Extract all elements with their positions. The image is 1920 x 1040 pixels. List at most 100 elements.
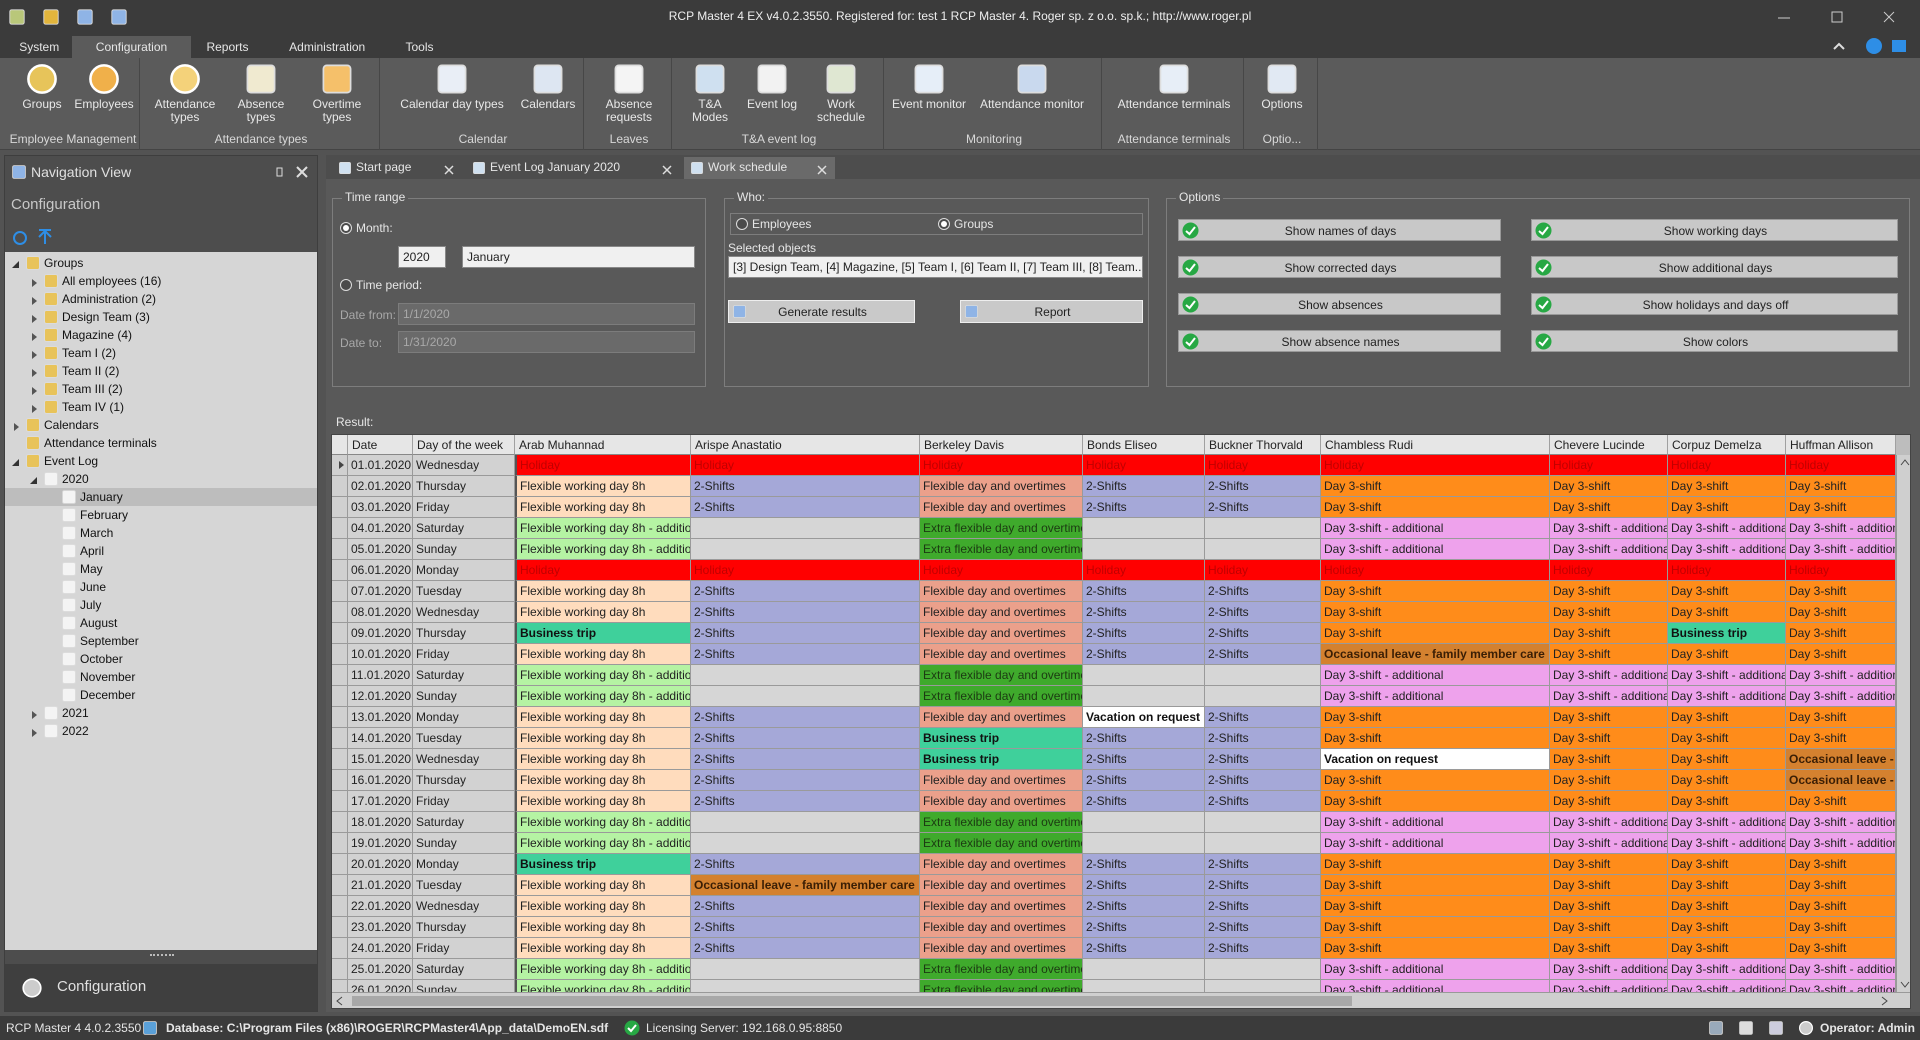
grid-cell[interactable]: Day 3-shift - additional xyxy=(1550,959,1668,980)
grid-cell[interactable]: 23.01.2020 xyxy=(348,917,413,938)
grid-cell[interactable] xyxy=(1205,959,1321,980)
grid-cell[interactable]: Flexible working day 8h xyxy=(515,497,691,518)
grid-cell[interactable] xyxy=(1205,686,1321,707)
grid-cell[interactable]: Flexible working day 8h xyxy=(515,896,691,917)
grid-cell[interactable]: Business trip xyxy=(920,728,1083,749)
grid-cell[interactable]: 2-Shifts xyxy=(691,602,920,623)
tree-item[interactable]: March xyxy=(5,524,317,542)
grid-cell[interactable]: Monday xyxy=(413,707,515,728)
grid-cell[interactable]: Day 3-shift xyxy=(1786,623,1896,644)
grid-cell[interactable]: 2-Shifts xyxy=(691,707,920,728)
grid-cell[interactable]: 2-Shifts xyxy=(1205,938,1321,959)
grid-cell[interactable]: 20.01.2020 xyxy=(348,854,413,875)
grid-cell[interactable]: 2-Shifts xyxy=(1205,623,1321,644)
grid-cell[interactable] xyxy=(691,833,920,854)
grid-cell[interactable] xyxy=(691,959,920,980)
ribbon-button[interactable]: T&A Modes xyxy=(679,60,741,130)
grid-cell[interactable]: Day 3-shift - additional xyxy=(1550,518,1668,539)
tree-item[interactable]: Calendars xyxy=(5,416,317,434)
grid-cell[interactable]: Day 3-shift xyxy=(1786,854,1896,875)
menu-tab[interactable]: Tools xyxy=(390,36,449,58)
grid-cell[interactable]: 2-Shifts xyxy=(691,896,920,917)
grid-cell[interactable]: Thursday xyxy=(413,770,515,791)
tree-item[interactable]: October xyxy=(5,650,317,668)
tree-item[interactable]: May xyxy=(5,560,317,578)
grid-cell[interactable]: Extra flexible day and overtimes xyxy=(920,833,1083,854)
tree-item[interactable]: Attendance terminals xyxy=(5,434,317,452)
ribbon-button[interactable]: Calendar day types xyxy=(387,60,517,130)
grid-cell[interactable]: Extra flexible day and overtimes xyxy=(920,686,1083,707)
grid-cell[interactable]: 2-Shifts xyxy=(1083,896,1205,917)
grid-cell[interactable]: Occasional leave - family member care xyxy=(691,875,920,896)
grid-cell[interactable]: Day 3-shift xyxy=(1550,854,1668,875)
grid-cell[interactable]: 2-Shifts xyxy=(1083,497,1205,518)
grid-cell[interactable]: Flexible working day 8h xyxy=(515,749,691,770)
ribbon-button[interactable]: Attendance monitor xyxy=(967,60,1097,130)
grid-cell[interactable]: Flexible working day 8h - additional xyxy=(515,518,691,539)
tree-item[interactable]: Design Team (3) xyxy=(5,308,317,326)
grid-cell[interactable]: Flexible day and overtimes xyxy=(920,917,1083,938)
grid-cell[interactable]: Day 3-shift xyxy=(1321,476,1550,497)
option-checkbox[interactable]: Show colors xyxy=(1531,330,1898,352)
selected-objects[interactable]: [3] Design Team, [4] Magazine, [5] Team … xyxy=(728,256,1143,278)
grid-cell[interactable]: Saturday xyxy=(413,518,515,539)
grid-cell[interactable]: Day 3-shift xyxy=(1550,896,1668,917)
grid-cell[interactable]: 2-Shifts xyxy=(691,623,920,644)
option-checkbox[interactable]: Show absence names xyxy=(1178,330,1501,352)
grid-cell[interactable]: Saturday xyxy=(413,665,515,686)
grid-cell[interactable]: Flexible working day 8h xyxy=(515,728,691,749)
grid-cell[interactable]: 2-Shifts xyxy=(1083,623,1205,644)
grid-cell[interactable]: Day 3-shift - additional xyxy=(1550,812,1668,833)
nav-footer[interactable]: Configuration xyxy=(5,964,317,1011)
column-header[interactable]: Corpuz Demelza xyxy=(1668,435,1786,455)
grid-cell[interactable]: Day 3-shift xyxy=(1550,770,1668,791)
grid-cell[interactable]: 2-Shifts xyxy=(1083,917,1205,938)
grid-cell[interactable]: Day 3-shift - additional xyxy=(1550,539,1668,560)
grid-cell[interactable]: 21.01.2020 xyxy=(348,875,413,896)
grid-cell[interactable]: 2-Shifts xyxy=(1205,770,1321,791)
grid-cell[interactable]: Flexible working day 8h xyxy=(515,791,691,812)
grid-cell[interactable]: Friday xyxy=(413,791,515,812)
grid-cell[interactable]: Flexible working day 8h - additional xyxy=(515,539,691,560)
grid-cell[interactable]: 2-Shifts xyxy=(1083,602,1205,623)
grid-cell[interactable]: 02.01.2020 xyxy=(348,476,413,497)
column-header[interactable]: Date xyxy=(348,435,413,455)
grid-cell[interactable]: 11.01.2020 xyxy=(348,665,413,686)
grid-cell[interactable]: 24.01.2020 xyxy=(348,938,413,959)
grid-cell[interactable]: Holiday xyxy=(1205,455,1321,476)
grid-cell[interactable] xyxy=(1205,833,1321,854)
grid-cell[interactable]: Day 3-shift xyxy=(1668,791,1786,812)
grid-cell[interactable]: Day 3-shift - additional xyxy=(1321,959,1550,980)
grid-cell[interactable]: 04.01.2020 xyxy=(348,518,413,539)
grid-cell[interactable] xyxy=(1083,665,1205,686)
grid-cell[interactable]: 2-Shifts xyxy=(1205,791,1321,812)
tab-close[interactable] xyxy=(662,163,672,173)
grid-cell[interactable]: Day 3-shift xyxy=(1321,875,1550,896)
grid-cell[interactable]: Day 3-shift xyxy=(1550,623,1668,644)
grid-cell[interactable]: Day 3-shift xyxy=(1321,602,1550,623)
grid-cell[interactable]: Extra flexible day and overtimes xyxy=(920,959,1083,980)
grid-cell[interactable]: Tuesday xyxy=(413,581,515,602)
grid-cell[interactable]: Day 3-shift - additional xyxy=(1786,959,1896,980)
grid-cell[interactable]: Day 3-shift xyxy=(1786,875,1896,896)
grid-cell[interactable]: Occasional leave - family member care xyxy=(1786,749,1896,770)
grid-cell[interactable]: Vacation on request xyxy=(1321,749,1550,770)
grid-cell[interactable]: Day 3-shift xyxy=(1668,896,1786,917)
grid-cell[interactable]: Day 3-shift xyxy=(1786,728,1896,749)
grid-cell[interactable] xyxy=(691,539,920,560)
menu-tab[interactable]: Reports xyxy=(191,36,265,58)
grid-cell[interactable]: Day 3-shift xyxy=(1321,623,1550,644)
option-checkbox[interactable]: Show absences xyxy=(1178,293,1501,315)
grid-cell[interactable]: Business trip xyxy=(515,623,691,644)
tree-item[interactable]: Administration (2) xyxy=(5,290,317,308)
menu-tab[interactable]: Configuration xyxy=(72,36,190,58)
grid-cell[interactable]: Day 3-shift xyxy=(1786,497,1896,518)
column-header[interactable]: Buckner Thorvald xyxy=(1205,435,1321,455)
grid-cell[interactable]: Sunday xyxy=(413,686,515,707)
tree-item[interactable]: June xyxy=(5,578,317,596)
grid-cell[interactable] xyxy=(691,812,920,833)
grid-cell[interactable]: 2-Shifts xyxy=(1205,728,1321,749)
grid-cell[interactable]: Day 3-shift xyxy=(1321,896,1550,917)
grid-cell[interactable]: Flexible day and overtimes xyxy=(920,875,1083,896)
column-header[interactable]: Chevere Lucinde xyxy=(1550,435,1668,455)
